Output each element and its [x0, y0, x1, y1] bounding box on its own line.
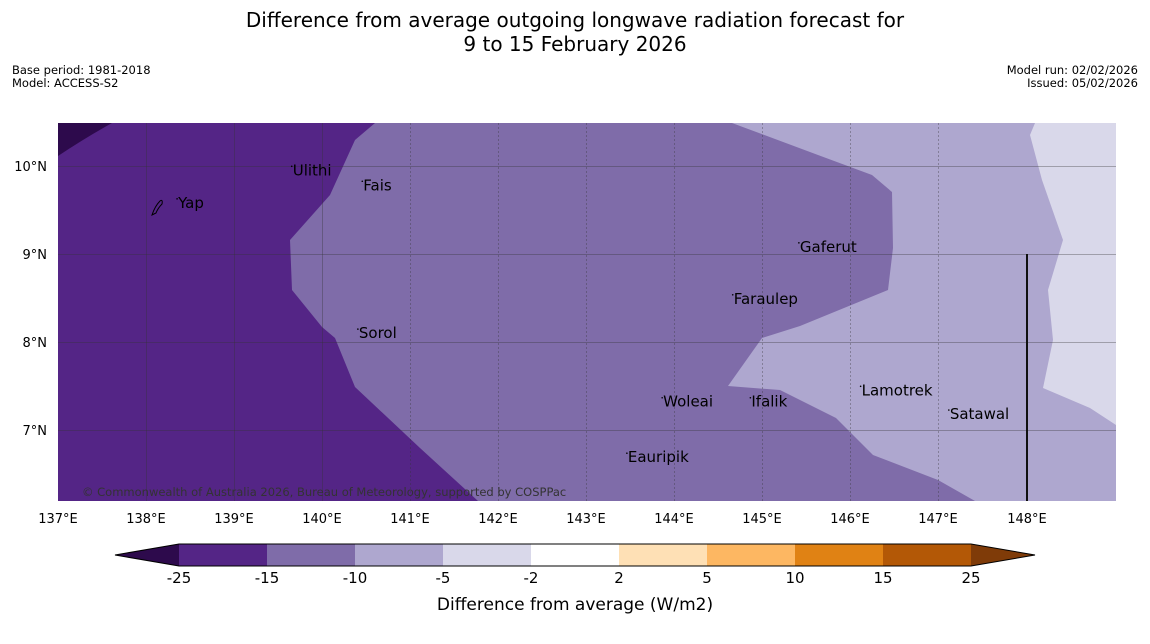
- band-minus10-minus5: [728, 123, 1116, 501]
- band-below-minus25: [58, 123, 112, 156]
- base-period: Base period: 1981-2018: [12, 63, 151, 77]
- place-marker: [859, 385, 862, 388]
- place-marker: [661, 396, 663, 399]
- colorbar-tick: 10: [785, 569, 804, 587]
- colorbar-tick: -5: [436, 569, 451, 587]
- lon-tick-label: 147°E: [918, 512, 958, 527]
- colorbar-swatch: [179, 544, 267, 566]
- place-label: Satawal: [950, 405, 1009, 423]
- place-marker: [357, 328, 359, 330]
- colorbar-tick: -2: [524, 569, 539, 587]
- colorbar-tick: 25: [961, 569, 980, 587]
- place-label: Faraulep: [734, 290, 798, 308]
- colorbar-swatch: [267, 544, 355, 566]
- colorbar-outline: [114, 543, 1036, 567]
- place-label: Yap: [177, 194, 204, 212]
- place-label: Eauripik: [628, 448, 689, 466]
- colorbar-swatch-low-extend: [115, 544, 179, 566]
- place-label: Gaferut: [800, 238, 857, 256]
- band-minus5-minus2: [1030, 123, 1116, 425]
- model-name: Model: ACCESS-S2: [12, 76, 119, 90]
- colorbar-swatch: [795, 544, 883, 566]
- place-labels: Yap Ulithi Fais Gaferut Faraulep Sorol Woleai I…: [176, 161, 1009, 466]
- place-label: Ifalik: [751, 393, 787, 411]
- issued-date: Issued: 05/02/2026: [1027, 76, 1138, 90]
- colorbar-swatch: [707, 544, 795, 566]
- place-label: Woleai: [663, 393, 713, 411]
- lon-tick-label: 148°E: [1007, 512, 1047, 527]
- colorbar-tick: -15: [255, 569, 280, 587]
- lon-tick-label: 146°E: [830, 512, 870, 527]
- place-marker: [176, 198, 178, 200]
- gridlines: [58, 123, 1116, 501]
- lat-axis: 10°N 9°N 8°N 7°N: [14, 160, 47, 439]
- lon-tick-label: 138°E: [126, 512, 166, 527]
- place-label: Lamotrek: [862, 381, 933, 399]
- colorbar-swatch: [355, 544, 443, 566]
- place-label: Sorol: [359, 324, 397, 342]
- colorbar-swatch-high-extend: [971, 544, 1035, 566]
- colorbar-tick: -10: [343, 569, 368, 587]
- place-marker: [749, 396, 752, 399]
- colorbar-tick: 15: [873, 569, 892, 587]
- colorbar-swatch: [883, 544, 971, 566]
- colorbar-swatch: [443, 544, 531, 566]
- colorbar-swatch: [619, 544, 707, 566]
- meta-right: Model run: 02/02/2026 Issued: 05/02/2026: [1007, 64, 1138, 90]
- lat-tick-label: 9°N: [23, 248, 48, 263]
- place-marker: [731, 293, 734, 296]
- place-marker: [798, 242, 800, 244]
- yap-island-shape: [151, 199, 163, 216]
- place-marker: [948, 409, 950, 411]
- title-line-2: 9 to 15 February 2026: [463, 32, 687, 56]
- place-marker: [626, 452, 628, 454]
- lon-tick-label: 139°E: [214, 512, 254, 527]
- title-line-1: Difference from average outgoing longwav…: [245, 8, 905, 32]
- meta-left: Base period: 1981-2018 Model: ACCESS-S2: [12, 64, 151, 90]
- lon-tick-label: 140°E: [302, 512, 342, 527]
- place-label: Ulithi: [293, 161, 332, 179]
- lat-tick-label: 7°N: [23, 424, 48, 439]
- lon-tick-label: 145°E: [742, 512, 782, 527]
- place-label: Fais: [363, 176, 392, 194]
- chart-title: Difference from average outgoing longwav…: [0, 8, 1150, 56]
- model-run: Model run: 02/02/2026: [1006, 63, 1138, 77]
- colorbar-tick: 5: [702, 569, 712, 587]
- colorbar-tick: 2: [614, 569, 624, 587]
- lon-axis: 137°E 138°E 139°E 140°E 141°E 142°E 143°…: [38, 512, 1047, 527]
- place-marker: [290, 165, 293, 168]
- colorbar: -25 -15 -10 -5 -2 2 5 10 15 25 Differenc…: [114, 543, 1036, 615]
- lat-tick-label: 8°N: [23, 336, 48, 351]
- colorbar-label: Difference from average (W/m2): [437, 595, 713, 615]
- lon-tick-label: 143°E: [566, 512, 606, 527]
- colorbar-swatch: [531, 544, 619, 566]
- map-plot-area: [58, 123, 1116, 501]
- lon-tick-label: 142°E: [478, 512, 518, 527]
- place-marker: [361, 180, 364, 183]
- lon-tick-label: 141°E: [390, 512, 430, 527]
- copyright-text: © Commonwealth of Australia 2026, Bureau…: [82, 485, 566, 499]
- colorbar-tick: -25: [167, 569, 192, 587]
- lon-tick-label: 137°E: [38, 512, 78, 527]
- lat-tick-label: 10°N: [14, 160, 47, 175]
- lon-tick-label: 144°E: [654, 512, 694, 527]
